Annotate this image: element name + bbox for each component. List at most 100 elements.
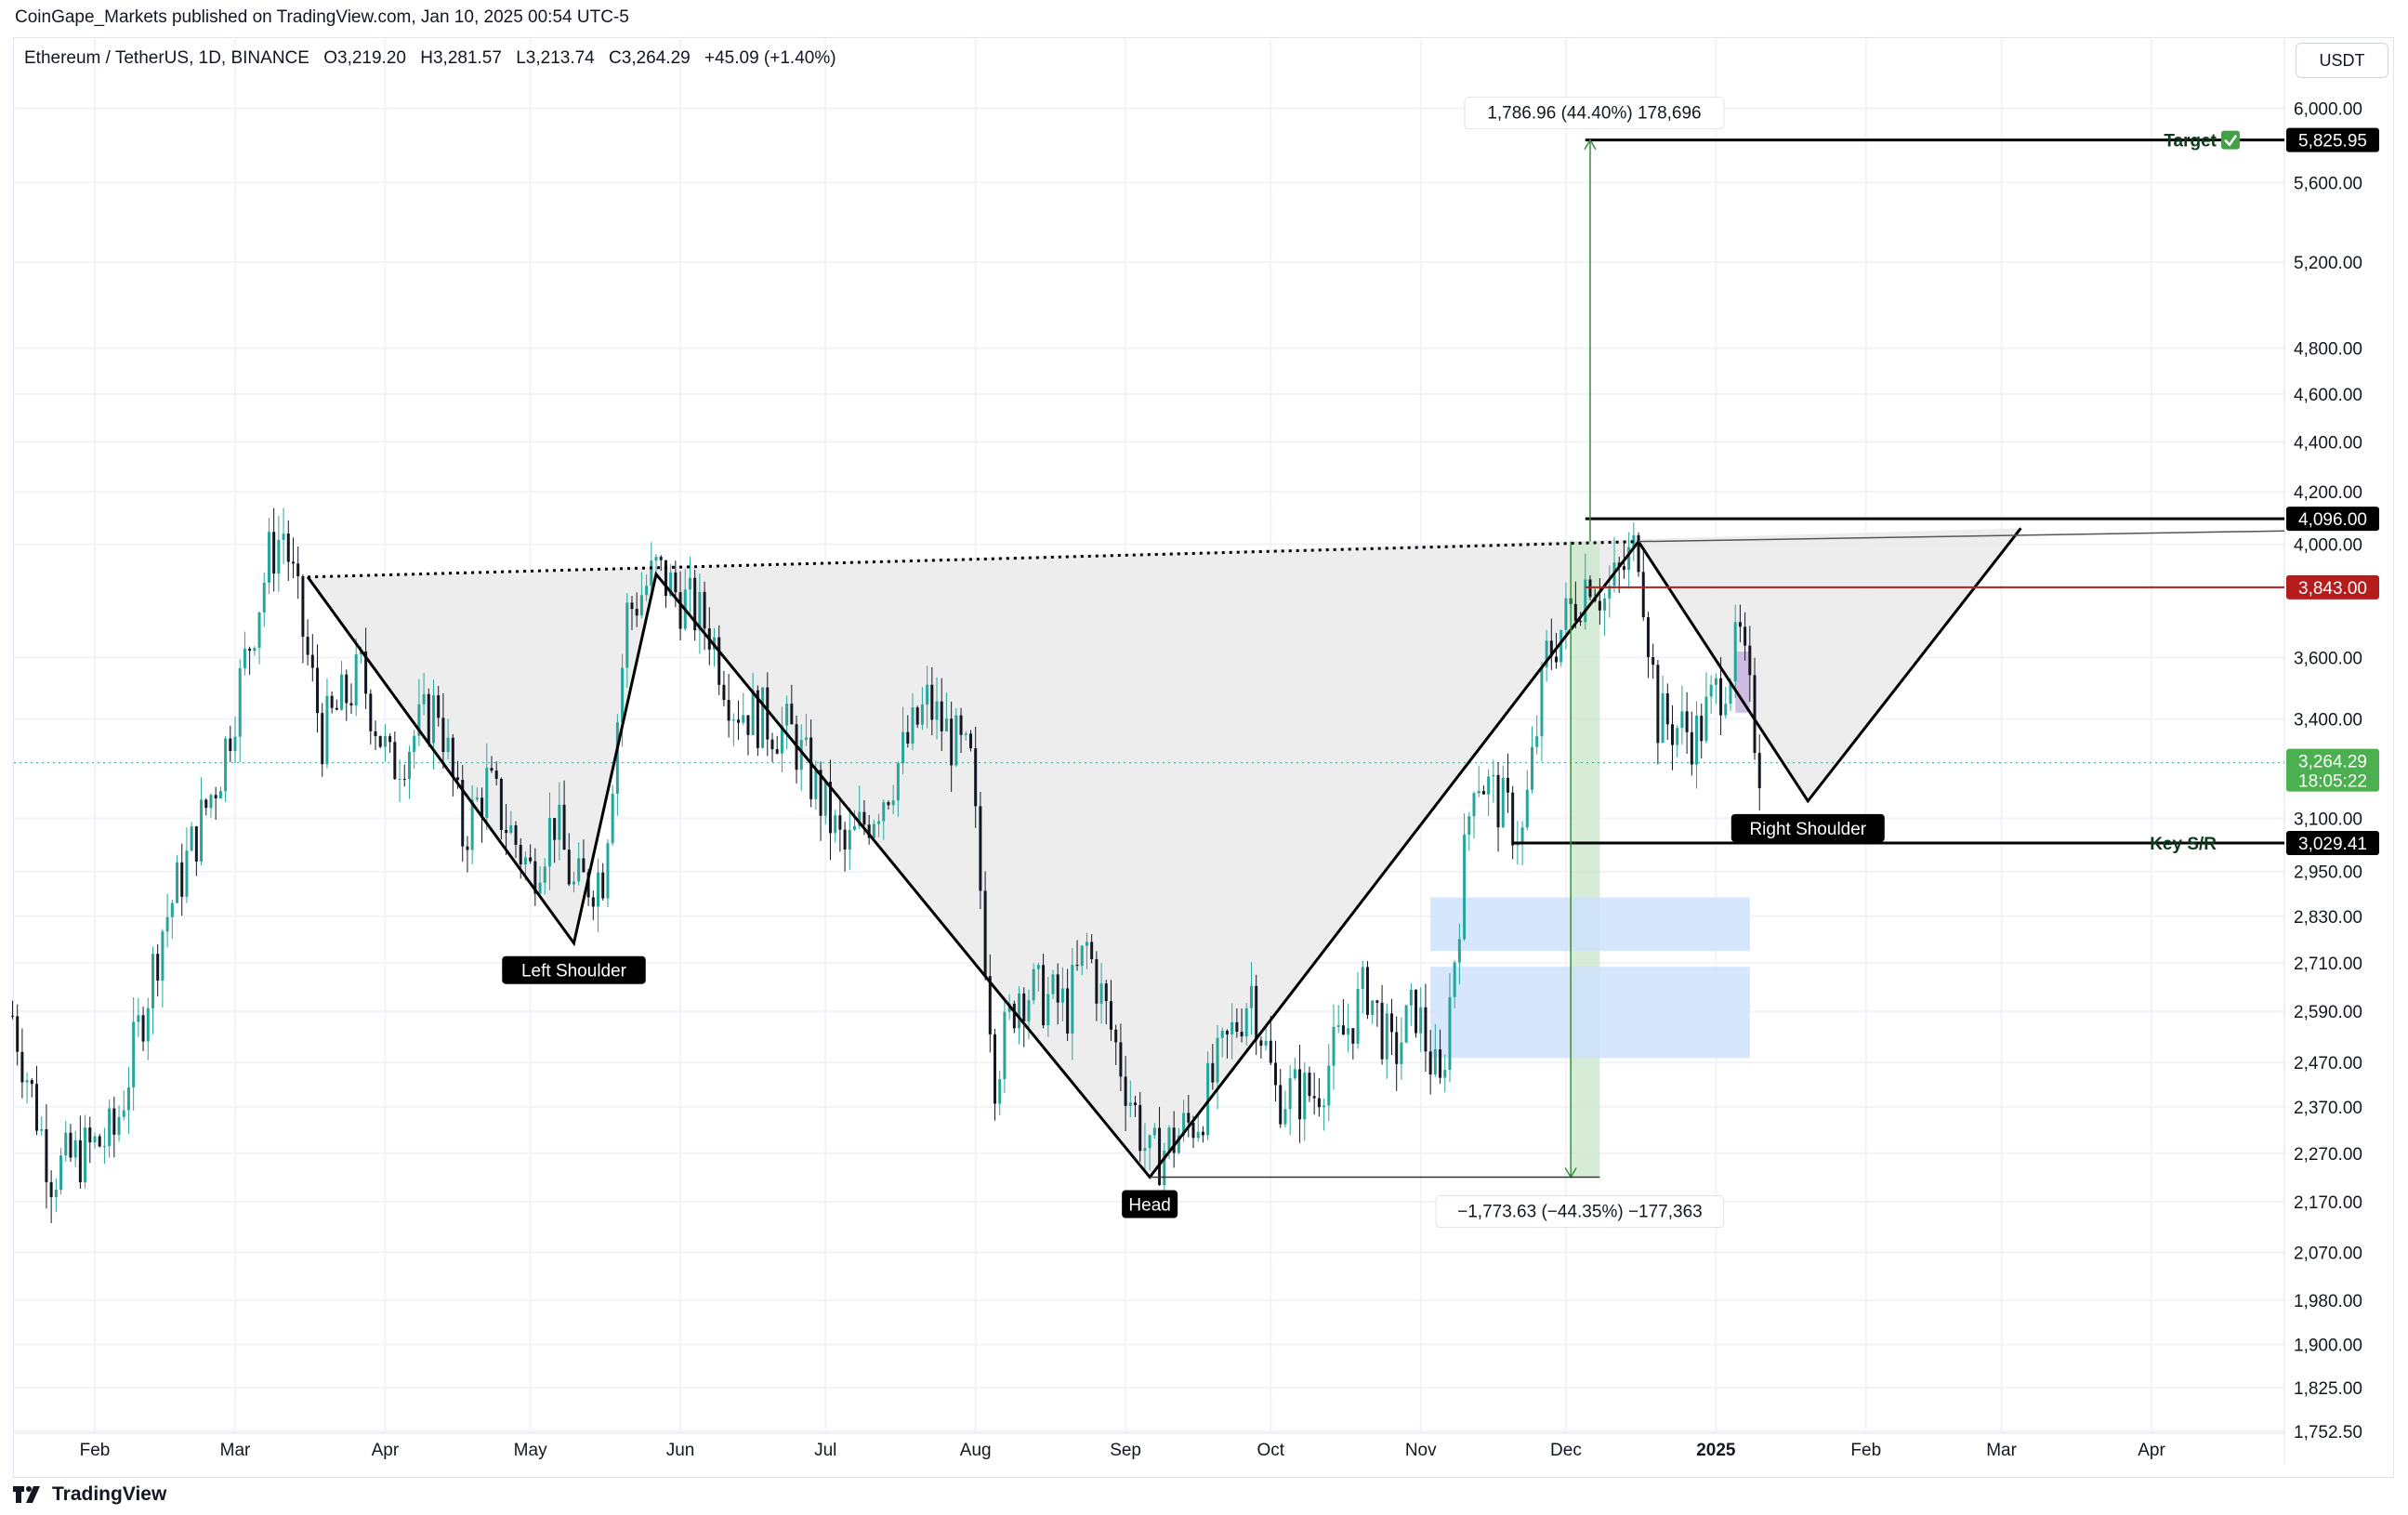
candle-body [1293,1069,1296,1079]
candle-body [1332,1026,1336,1066]
candle-body [722,684,726,701]
candle-body [1264,1040,1268,1047]
measure-box [1464,97,1725,130]
tradingview-logo-icon [13,1484,45,1505]
candle-body [1559,629,1563,663]
candle-body [572,881,575,885]
y-tick-label: 4,200.00 [2294,483,2362,503]
candle-body [1298,1069,1302,1120]
candle-body [1549,640,1553,657]
candle-body [1748,645,1752,676]
candle-body [1163,1150,1166,1186]
candle-body [224,738,228,792]
neckline-extension [1638,530,2285,543]
candle-body [1496,774,1500,828]
candle-body [16,1016,20,1052]
candle-body [944,718,948,731]
symbol-name: Ethereum / TetherUS, 1D, BINANCE [24,48,309,68]
candle-body [1095,958,1099,1004]
candle-body [558,804,561,840]
publication-header: CoinGape_Markets published on TradingVie… [15,7,629,27]
candle-body [688,577,691,590]
candle-body [1119,1042,1123,1077]
candle-body [78,1140,82,1183]
candle-body [562,804,566,850]
candle-body [1230,1021,1234,1034]
candle-body [69,1132,72,1158]
candle-body [1099,983,1103,1004]
candle-body [1685,711,1689,732]
candle-body [1598,600,1601,611]
candle-body [1365,967,1369,1015]
candle-body [30,1080,33,1085]
candle-body [1477,791,1480,794]
currency-button[interactable]: USDT [2296,43,2388,78]
candle-body [988,976,992,1034]
y-tick-label: 1,825.00 [2294,1379,2362,1399]
candle-body [218,791,222,798]
candle-body [547,818,551,867]
candle-body [214,795,217,798]
candle-body [664,560,667,597]
candle-body [1608,586,1612,599]
price-tag [2286,574,2379,599]
candle-body [1283,1109,1287,1125]
candle-body [25,1080,29,1083]
y-tick-label: 2,170.00 [2294,1193,2362,1213]
candle-body [1424,1007,1428,1052]
candle-body [1124,1076,1127,1106]
candle-body [911,707,915,744]
candle-body [968,733,972,749]
candle-body [1191,1122,1195,1139]
candle-body [383,736,387,747]
candle-body [1134,1102,1138,1105]
candle-body [161,931,164,981]
candle-body [102,1145,106,1147]
tradingview-brand: TradingView [52,1483,167,1505]
candle-body [108,1108,112,1146]
candle-body [122,1110,125,1117]
candle-body [1274,1062,1278,1086]
x-tick-label: May [514,1441,547,1460]
candle-body [780,725,783,754]
candle-body [838,815,842,830]
price-tag [2286,127,2379,152]
candle-body [906,731,910,744]
head-label-bg [1122,1190,1178,1219]
y-tick-label: 2,070.00 [2294,1244,2362,1263]
price-tag-label: 3,843.00 [2298,579,2367,599]
candle-body [393,742,397,780]
candle-body [577,858,581,882]
candle-body [1472,793,1476,817]
candle-body [325,695,329,765]
candle-body [1525,789,1529,828]
candle-body [1336,1025,1340,1027]
candle-body [1439,1049,1442,1078]
candle-body [93,1136,97,1143]
candle-body [1003,1011,1007,1080]
candle-body [1046,994,1050,1026]
measure-label: −1,773.63 (−44.35%) −177,363 [1457,1203,1703,1222]
candle-body [229,738,232,752]
candle-body [1216,1037,1219,1083]
candle-body [950,718,954,766]
candle-body [586,872,590,898]
candle-body [1545,640,1548,667]
candle-body [645,586,649,596]
candle-body [490,768,493,771]
candle-body [98,1136,101,1147]
candle-body [45,1128,48,1182]
candle-body [1259,1040,1263,1047]
y-tick-label: 3,100.00 [2294,810,2362,829]
candle-body [582,858,586,873]
candle-body [238,668,242,737]
target-check-icon [2221,130,2240,150]
candle-body [431,695,435,744]
candle-body [823,782,827,816]
ohlc-low: L3,213.74 [516,48,595,68]
candle-body [1632,534,1636,547]
candle-body [1196,1131,1200,1139]
candle-body [567,850,571,885]
candle-body [388,736,392,743]
